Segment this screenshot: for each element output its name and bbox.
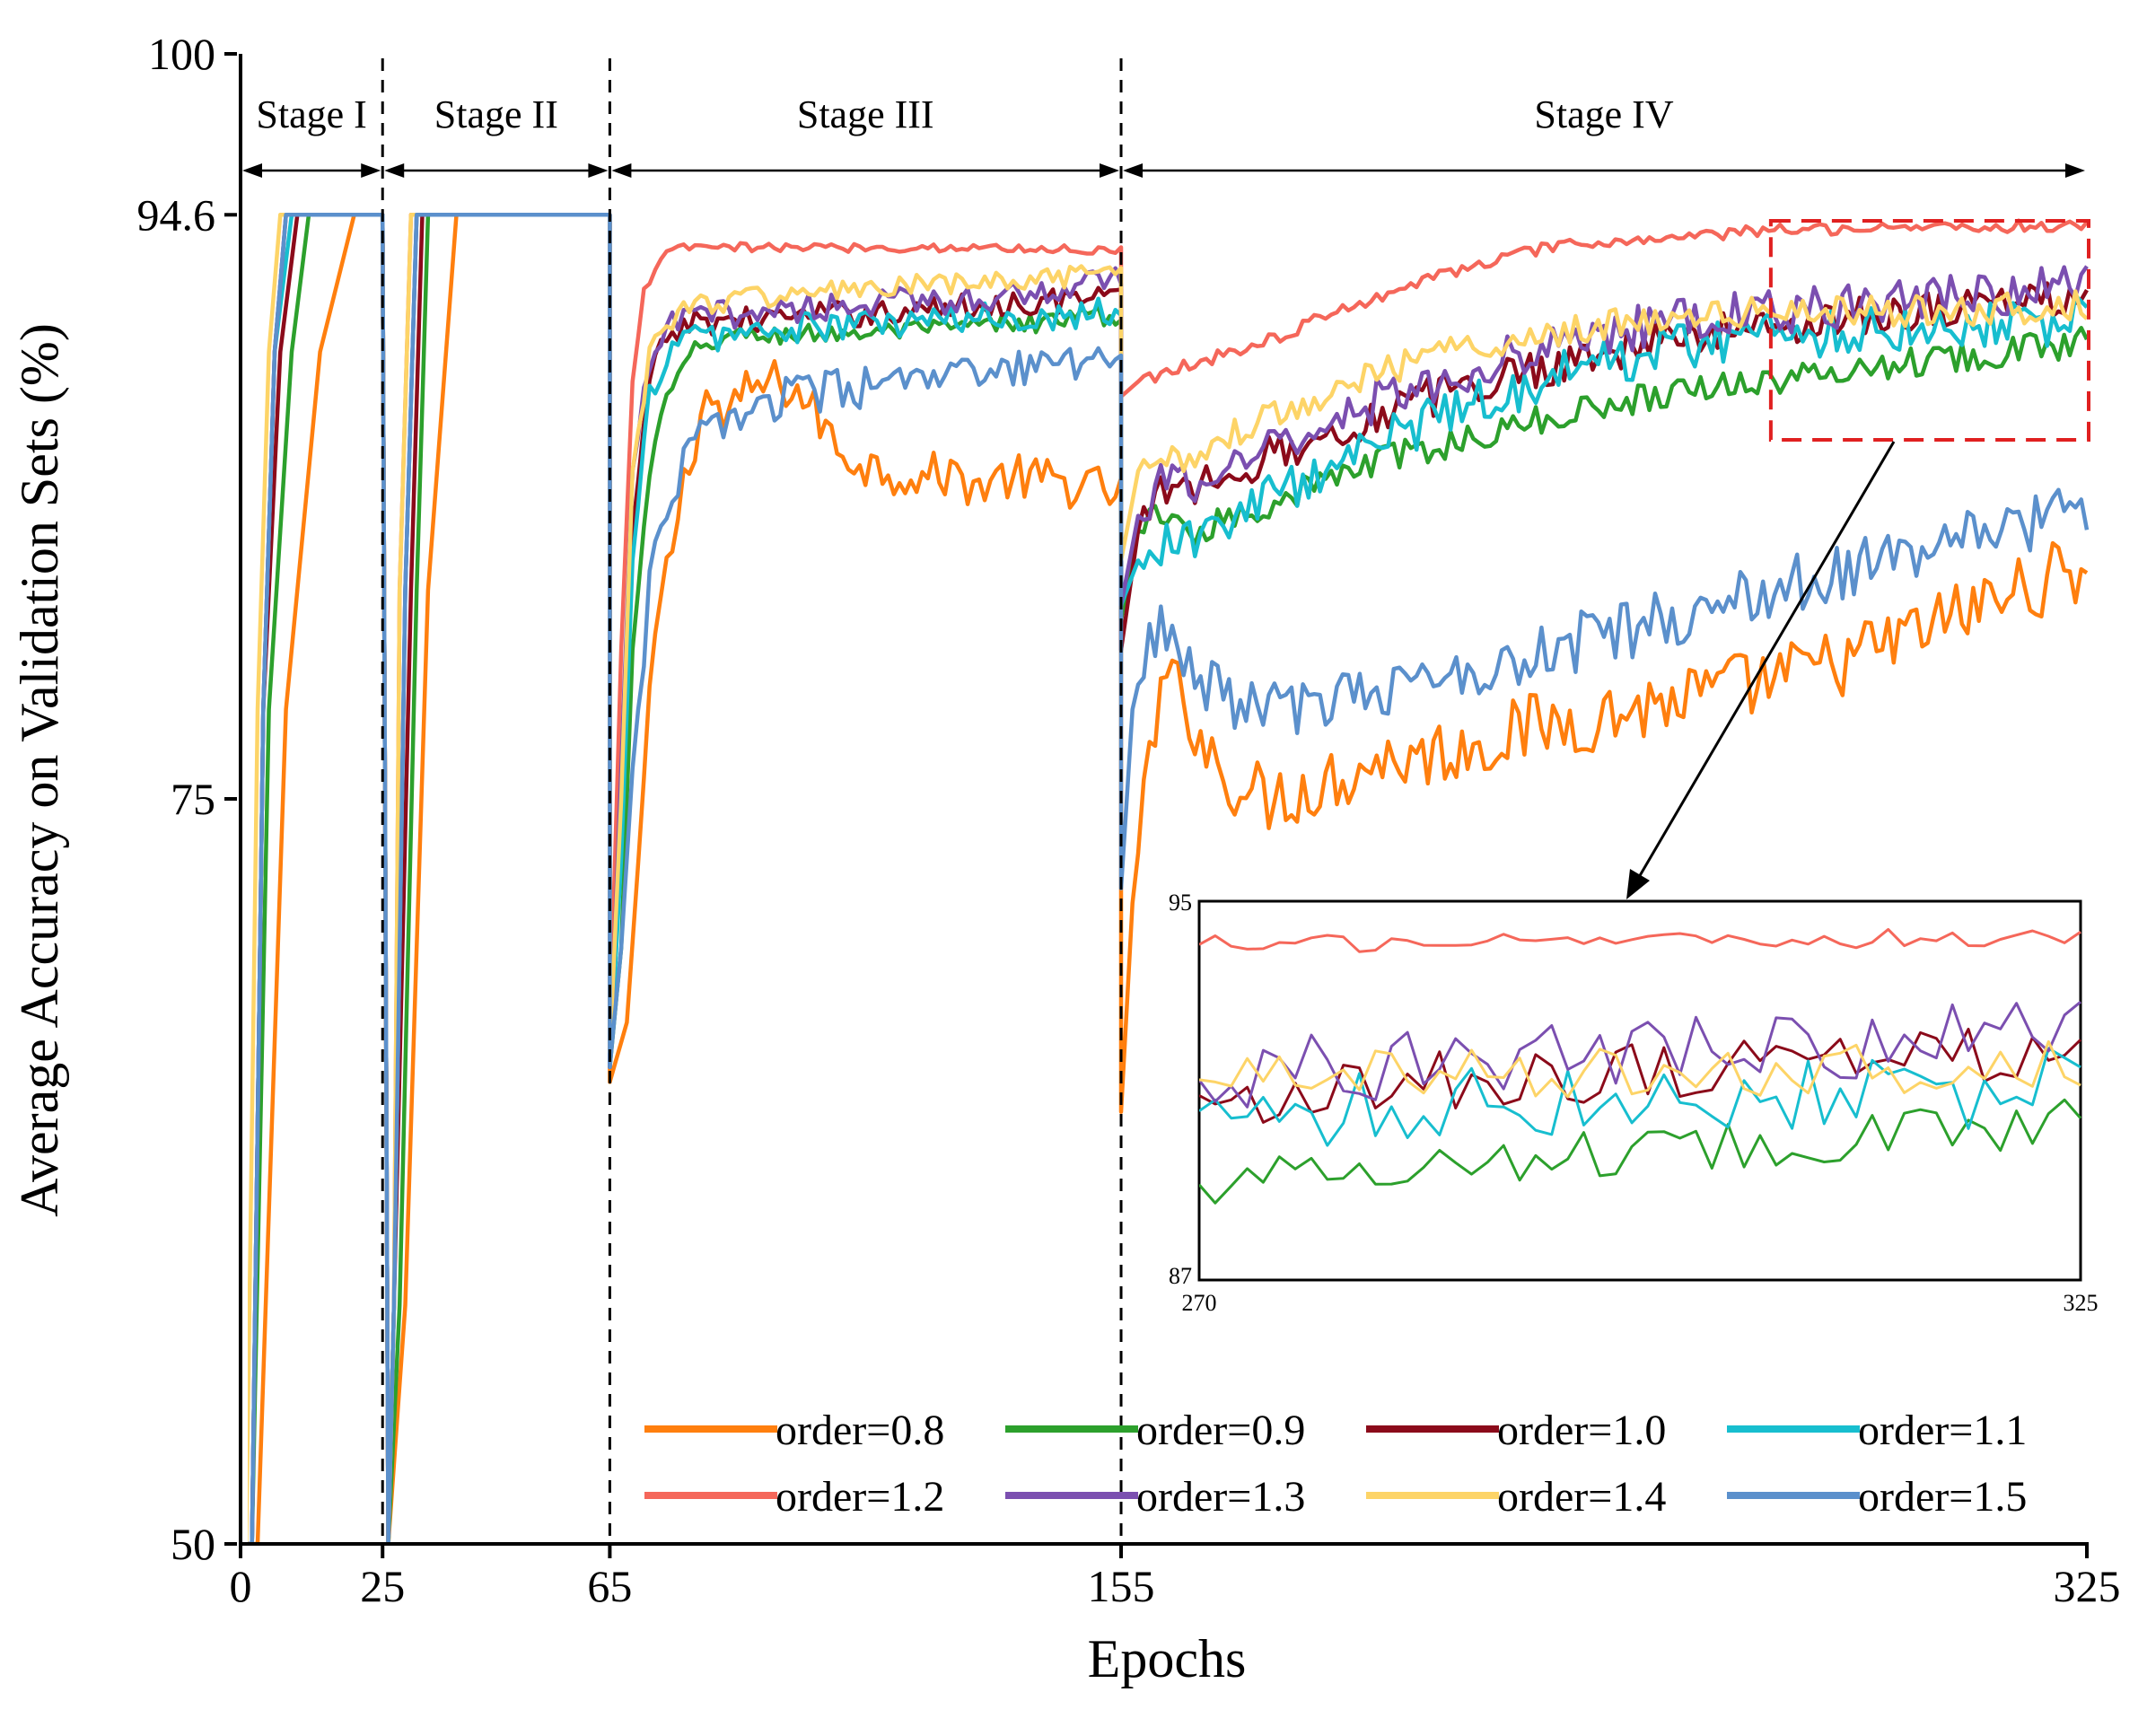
stage-arrow-head [1100, 163, 1120, 178]
inset-series-line-order-1-0 [1199, 1027, 2081, 1124]
y-axis-title: Average Accuracy on Validation Sets (%) [10, 323, 69, 1217]
inset-series-line-order-0-9 [1199, 1098, 2081, 1205]
inset-series-layer [1199, 927, 2081, 1205]
legend: order=0.8 order=0.9 order=1.0 order=1.1 orde… [644, 1407, 2027, 1521]
series-layer [248, 213, 2090, 1544]
series-line-order-1-1 [248, 213, 2089, 1544]
stage-arrow-head [242, 163, 262, 178]
legend-label: order=0.9 [1136, 1407, 1305, 1454]
zoom-arrow [1634, 441, 1896, 884]
stage-label: Stage I [256, 92, 366, 136]
zoom-arrow-head [1626, 869, 1650, 899]
x-tick-label: 25 [360, 1561, 405, 1611]
x-tick-label: 325 [2054, 1561, 2121, 1611]
series-line-order-1-4 [248, 213, 2089, 1544]
legend-label: order=1.5 [1858, 1473, 2027, 1521]
stage-annotations: Stage I Stage II Stage III Stage IV [242, 58, 2085, 1544]
stage-arrow-head [588, 163, 609, 178]
series-line-order-1-0 [248, 213, 2089, 1544]
y-tick-label: 75 [171, 774, 215, 824]
stage-label: Stage III [797, 92, 934, 136]
stage-label: Stage II [434, 92, 558, 136]
inset-chart: 87 95 270 325 [1169, 890, 2099, 1316]
x-tick-label: 0 [230, 1561, 252, 1611]
series-line-order-1-2 [248, 213, 2089, 1544]
series-line-order-0-9 [248, 213, 2090, 1544]
legend-label: order=1.4 [1497, 1473, 1666, 1521]
inset-series-line-order-1-1 [1199, 1047, 2081, 1147]
stage-arrow-head [1123, 163, 1144, 178]
series-line-order-1-3 [248, 213, 2089, 1544]
legend-label: order=1.3 [1136, 1473, 1305, 1521]
stage-arrow-head [361, 163, 381, 178]
axes: 50 75 94.6 100 0 25 65 155 325 [137, 29, 2121, 1611]
stage-label: Stage IV [1534, 92, 1673, 136]
y-tick-label: 100 [148, 29, 215, 79]
series-line-order-1-5 [248, 213, 2090, 1544]
series-line-order-0-8 [248, 213, 2089, 1544]
y-tick-label: 50 [171, 1519, 215, 1569]
inset-series-line-order-1-3 [1199, 1001, 2081, 1109]
zoom-annotation [1626, 219, 2091, 899]
inset-frame [1197, 899, 2082, 1282]
legend-label: order=1.0 [1497, 1407, 1666, 1454]
inset-series-line-order-1-4 [1199, 1039, 2081, 1099]
x-axis-title: Epochs [1088, 1629, 1247, 1688]
inset-x-tick-label: 270 [1182, 1290, 1217, 1316]
legend-label: order=0.8 [776, 1407, 944, 1454]
inset-y-tick-label: 87 [1169, 1263, 1192, 1289]
x-tick-label: 65 [587, 1561, 632, 1611]
inset-y-tick-label: 95 [1169, 890, 1192, 916]
stage-arrow-head [384, 163, 405, 178]
zoom-region-box [1768, 219, 2091, 442]
inset-series-line-order-1-2 [1199, 927, 2081, 953]
x-tick-label: 155 [1088, 1561, 1155, 1611]
inset-x-tick-label: 325 [2064, 1290, 2099, 1316]
stage-arrow-head [611, 163, 632, 178]
legend-label: order=1.2 [776, 1473, 944, 1521]
y-tick-label: 94.6 [137, 189, 216, 240]
legend-label: order=1.1 [1858, 1407, 2027, 1454]
stage-arrow-head [2065, 163, 2085, 178]
